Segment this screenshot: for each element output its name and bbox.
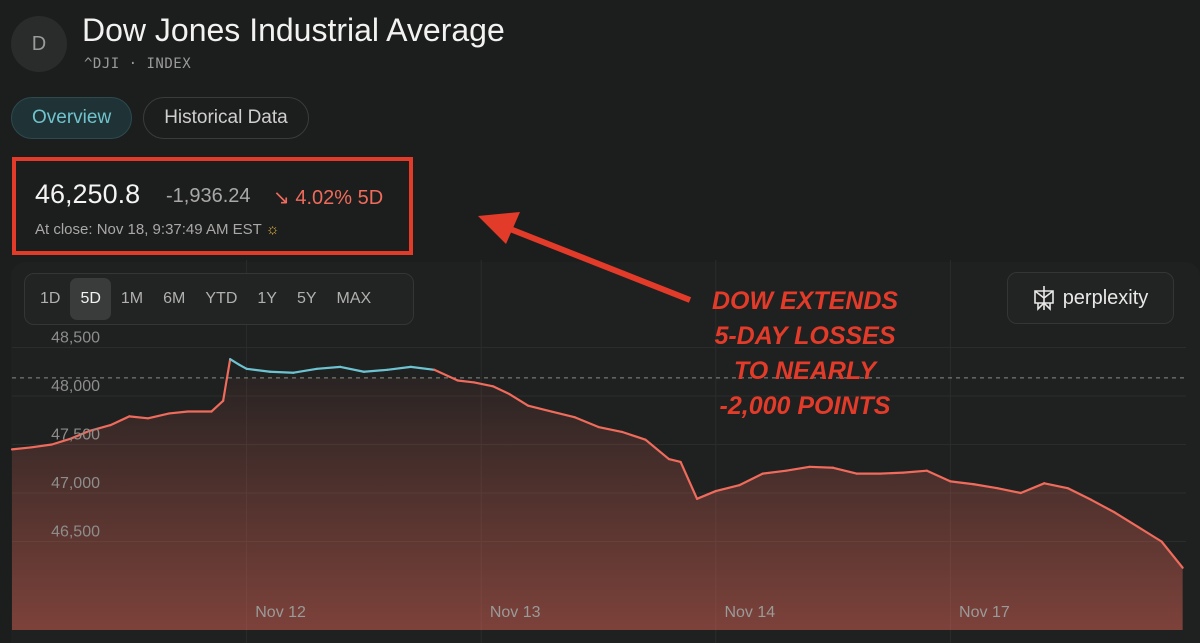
- series-line-segment: [109, 415, 131, 427]
- x-tick-label: Nov 12: [255, 604, 306, 621]
- brand-label: perplexity: [1062, 286, 1149, 309]
- series-line-segment: [949, 480, 975, 486]
- series-line-segment: [1113, 511, 1140, 529]
- x-tick-label: Nov 17: [959, 604, 1010, 621]
- series-line-segment: [620, 430, 647, 441]
- series-line-segment: [527, 404, 553, 413]
- series-line-segment: [644, 438, 670, 461]
- series-line-segment: [222, 358, 232, 402]
- page-title: Dow Jones Industrial Average: [82, 12, 505, 48]
- series-line-segment: [808, 465, 835, 469]
- y-tick-label: 47,500: [51, 427, 100, 444]
- y-tick-label: 46,500: [51, 524, 100, 541]
- series-line-segment: [50, 437, 72, 446]
- close-time-text: At close: Nov 18, 9:37:49 AM EST: [35, 221, 262, 238]
- range-5y[interactable]: 5Y: [296, 290, 317, 307]
- series-line-segment: [491, 385, 511, 396]
- close-time: At close: Nov 18, 9:37:49 AM EST ☼: [35, 221, 280, 238]
- series-line-segment: [386, 365, 412, 371]
- series-line-segment: [339, 365, 365, 373]
- quote-summary: 46,250.8 -1,936.24 ↘ 4.02% 5D At close: …: [12, 157, 413, 255]
- x-tick-label: Nov 14: [724, 604, 775, 621]
- y-tick-label: 48,000: [51, 378, 100, 395]
- range-selector: 1D 5D 1M 6M YTD 1Y 5Y MAX: [24, 273, 414, 325]
- series-line-segment: [902, 469, 929, 474]
- x-tick-label: Nov 13: [490, 604, 541, 621]
- series-line-segment: [508, 392, 530, 407]
- sun-icon: ☼: [265, 221, 280, 238]
- series-line-segment: [831, 466, 858, 475]
- series-line-segment: [29, 443, 53, 449]
- series-line-segment: [229, 358, 241, 367]
- series-line-segment: [679, 460, 699, 500]
- series-line-segment: [473, 381, 495, 388]
- range-5d[interactable]: 5D: [70, 278, 111, 320]
- series-line-segment: [597, 425, 624, 433]
- tab-overview[interactable]: Overview: [11, 97, 133, 139]
- tab-bar: Overview Historical Data: [11, 97, 309, 139]
- series-line-segment: [245, 367, 272, 373]
- range-1y[interactable]: 1Y: [257, 290, 277, 307]
- series-line-segment: [238, 363, 248, 370]
- series-line-segment: [168, 410, 190, 415]
- y-tick-label: 47,000: [51, 475, 100, 492]
- series-line-segment: [573, 416, 600, 429]
- series-line-segment: [268, 370, 295, 374]
- tab-historical-data[interactable]: Historical Data: [143, 97, 309, 139]
- series-line-segment: [714, 484, 741, 493]
- annotation-text: DOW EXTENDS 5-DAY LOSSES TO NEARLY -2,00…: [711, 287, 899, 420]
- series-line-segment: [10, 446, 32, 451]
- y-tick-label: 48,500: [51, 330, 100, 347]
- series-line-segment: [785, 465, 811, 472]
- range-6m[interactable]: 6M: [163, 290, 186, 307]
- series-line-segment: [128, 415, 150, 420]
- ticker-subtitle: ^DJI · INDEX: [84, 56, 192, 72]
- range-ytd[interactable]: YTD: [205, 290, 238, 307]
- series-line-segment: [456, 379, 476, 384]
- series-line-segment: [1043, 482, 1069, 490]
- series-line-segment: [738, 472, 764, 487]
- series-line-segment: [315, 365, 342, 370]
- series-line-segment: [409, 365, 436, 371]
- series-line-segment: [1136, 525, 1163, 543]
- current-price: 46,250.8: [35, 179, 141, 209]
- perplexity-logo-icon: [1033, 286, 1054, 311]
- series-line-segment: [925, 469, 952, 483]
- series-line-segment: [695, 489, 717, 500]
- series-line-segment: [433, 368, 459, 382]
- series-line-segment: [761, 469, 788, 475]
- range-1d[interactable]: 1D: [40, 290, 61, 307]
- series-line-segment: [996, 487, 1022, 495]
- series-line-segment: [146, 412, 171, 420]
- series-line-segment: [972, 483, 999, 490]
- loss-area-fill: [12, 377, 1183, 630]
- range-max[interactable]: MAX: [336, 290, 372, 307]
- range-1m[interactable]: 1M: [120, 290, 144, 307]
- series-line-segment: [69, 429, 91, 440]
- series-line-segment: [1066, 487, 1093, 501]
- series-line-segment: [667, 457, 682, 464]
- series-line-segment: [1160, 540, 1184, 569]
- price-change: -1,936.24: [166, 185, 251, 207]
- series-line-segment: [1090, 498, 1116, 514]
- series-line-segment: [878, 471, 905, 475]
- brand-badge[interactable]: perplexity: [1007, 272, 1174, 324]
- series-line-segment: [292, 367, 319, 374]
- series-line-segment: [88, 424, 112, 433]
- series-line-segment: [550, 410, 577, 419]
- percent-change: ↘ 4.02% 5D: [273, 187, 384, 209]
- series-line-segment: [210, 399, 225, 413]
- series-line-segment: [362, 368, 389, 373]
- series-line-segment: [1019, 482, 1046, 495]
- index-avatar: D: [11, 16, 67, 72]
